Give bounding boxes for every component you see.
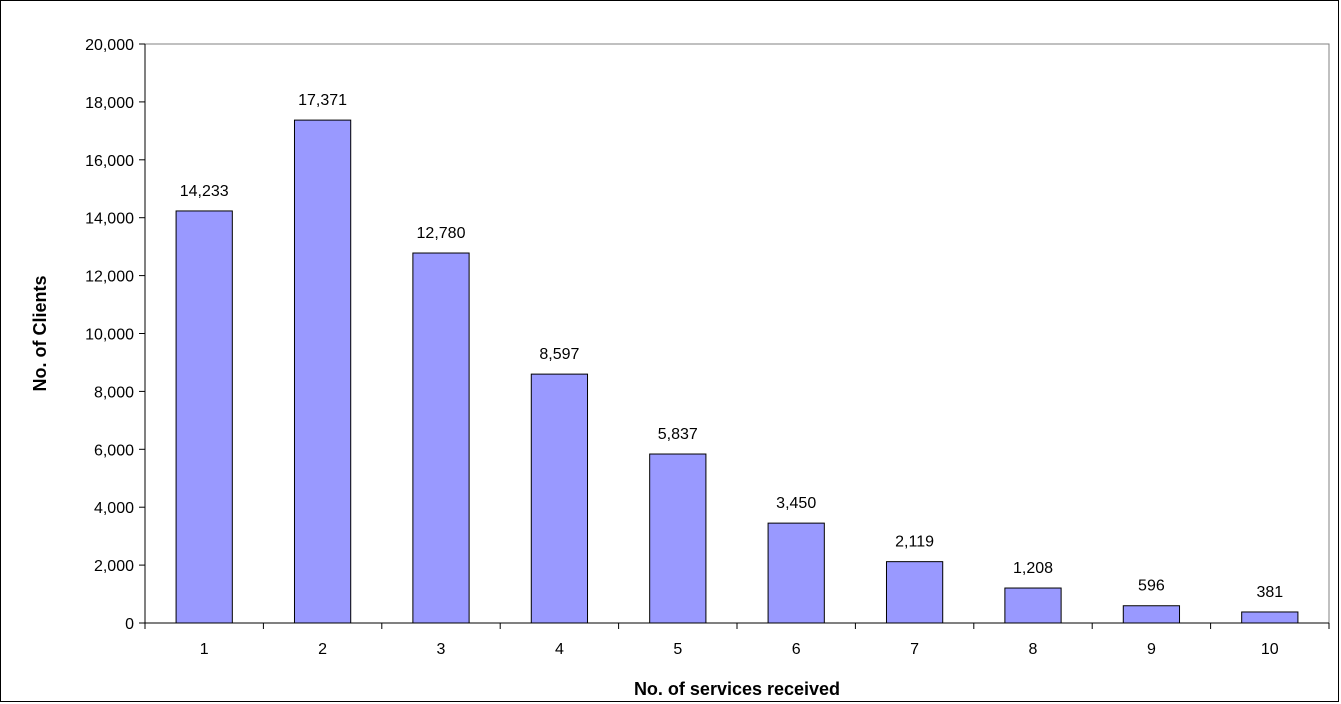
data-label: 381: [1256, 584, 1283, 601]
x-tick-label: 8: [1029, 641, 1038, 658]
y-tick-label: 14,000: [85, 211, 134, 228]
x-tick-label: 9: [1147, 641, 1156, 658]
y-tick-label: 10,000: [85, 327, 134, 344]
x-tick-label: 10: [1261, 641, 1279, 658]
y-tick-label: 12,000: [85, 269, 134, 286]
data-labels: 14,233 17,371 12,780 8,597 5,837 3,450 2,119 1,…: [180, 92, 1284, 601]
bar: [530, 373, 589, 624]
x-axis-title: No. of services received: [634, 679, 840, 699]
y-axis: 0 2,000 4,000 6,000 8,000 10,000 12,000 14,000 1…: [85, 37, 146, 633]
x-tick-label: 3: [437, 641, 446, 658]
bar: [1241, 611, 1299, 624]
data-label: 12,780: [417, 225, 466, 242]
y-tick-label: 16,000: [85, 153, 134, 170]
bar: [175, 210, 233, 624]
x-tick-label: 6: [792, 641, 801, 658]
data-label: 1,208: [1013, 560, 1053, 577]
data-label: 5,837: [658, 426, 698, 443]
x-tick-label: 2: [318, 641, 327, 658]
y-tick-label: 4,000: [94, 500, 134, 517]
data-label: 8,597: [539, 346, 579, 363]
y-tick-label: 8,000: [94, 384, 134, 401]
x-tick-label: 1: [200, 641, 209, 658]
data-label: 3,450: [776, 495, 816, 512]
y-tick-label: 0: [125, 616, 134, 633]
bar: [1122, 605, 1181, 624]
y-axis-title: No. of Clients: [30, 276, 50, 392]
bars: [175, 119, 1299, 624]
bar: [293, 119, 352, 624]
x-tick-label: 4: [555, 641, 564, 658]
bar: [885, 561, 944, 624]
y-tick-label: 2,000: [94, 558, 134, 575]
y-tick-label: 18,000: [85, 95, 134, 112]
x-tick-label: 5: [673, 641, 682, 658]
x-tick-label: 7: [910, 641, 919, 658]
bar: [412, 252, 470, 624]
x-axis: 1 2 3 4 5 6 7 8 9 10: [144, 622, 1330, 658]
bar: [1004, 587, 1062, 624]
data-label: 14,233: [180, 183, 229, 200]
bar: [649, 453, 707, 624]
y-tick-label: 20,000: [85, 37, 134, 54]
data-label: 17,371: [298, 92, 347, 109]
bar: [767, 522, 825, 624]
data-label: 2,119: [895, 534, 934, 551]
y-tick-label: 6,000: [94, 442, 134, 459]
data-label: 596: [1138, 578, 1165, 595]
